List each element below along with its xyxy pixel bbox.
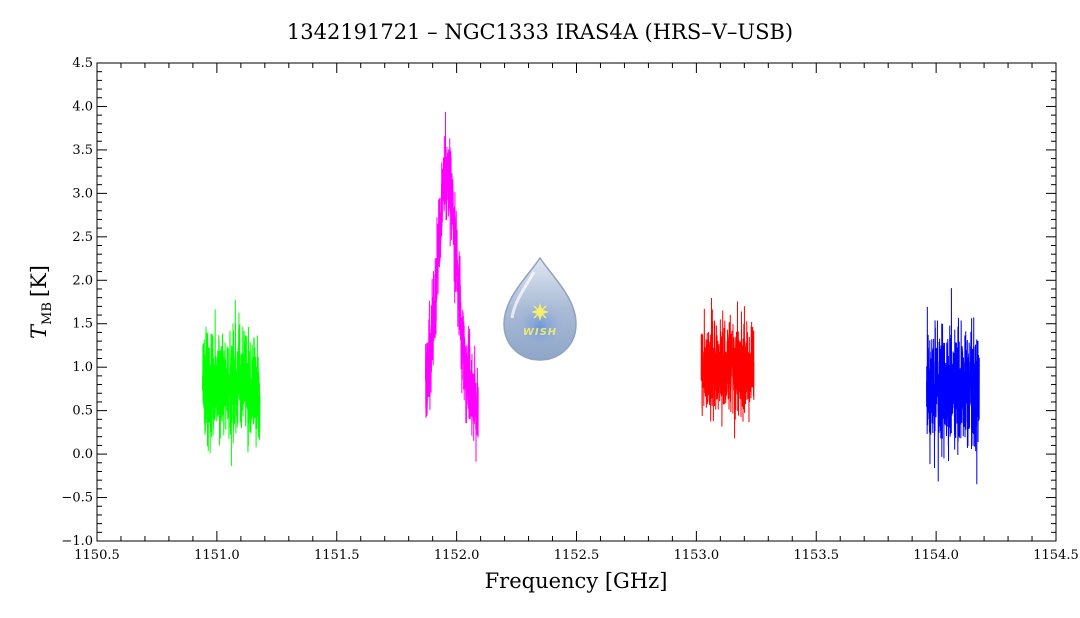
- logo-text: WISH: [523, 327, 557, 338]
- x-tick-label: 1151.0: [194, 548, 240, 563]
- y-tick-label: 4.0: [72, 99, 93, 114]
- star-icon: [531, 303, 549, 321]
- spectrum-series-4: [926, 288, 980, 485]
- spectrum-series-3: [700, 297, 755, 439]
- y-axis-subscript: MB: [40, 302, 55, 325]
- spectrum-series-1: [201, 299, 261, 467]
- x-tick-label: 1154.0: [913, 548, 959, 563]
- y-tick-label: 2.0: [72, 273, 93, 288]
- y-tick-label: −1.0: [61, 534, 93, 549]
- chart-title: 1342191721 – NGC1333 IRAS4A (HRS–V–USB): [287, 20, 793, 44]
- y-tick-label: 0.0: [72, 447, 93, 462]
- y-tick-label: 1.5: [72, 317, 93, 332]
- y-tick-label: 3.0: [72, 186, 93, 201]
- x-tick-label: 1153.5: [794, 548, 840, 563]
- spectrum-series-2: [424, 111, 479, 462]
- y-axis-unit: [K]: [27, 265, 51, 297]
- x-tick-label: 1152.0: [434, 548, 480, 563]
- wish-drop-logo: WISH: [503, 256, 577, 361]
- x-tick-labels: 1150.5 1151.0 1151.5 1152.0 1152.5 1153.0 1153…: [74, 548, 1079, 563]
- y-tick-label: 3.5: [72, 143, 93, 158]
- y-tick-label: 2.5: [72, 230, 93, 245]
- y-tick-label: 0.5: [72, 404, 93, 419]
- axis-ticks: [96, 62, 1057, 542]
- spectra-layer: [201, 111, 980, 485]
- plot-frame: [96, 62, 1057, 542]
- y-tick-label: 1.0: [72, 360, 93, 375]
- y-axis-label: TMB [K]: [27, 265, 55, 339]
- y-tick-label: −0.5: [61, 491, 93, 506]
- y-tick-label: 4.5: [72, 56, 93, 71]
- y-tick-labels: −1.0 −0.5 0.0 0.5 1.0 1.5 2.0 2.5 3.0 3.5 4.0 4.5: [61, 56, 93, 549]
- x-tick-label: 1153.0: [674, 548, 720, 563]
- x-tick-label: 1151.5: [314, 548, 360, 563]
- x-tick-label: 1152.5: [554, 548, 600, 563]
- y-axis-symbol: T: [27, 323, 51, 339]
- x-tick-label: 1150.5: [74, 548, 120, 563]
- x-axis-label: Frequency [GHz]: [485, 569, 668, 593]
- x-tick-label: 1154.5: [1033, 548, 1079, 563]
